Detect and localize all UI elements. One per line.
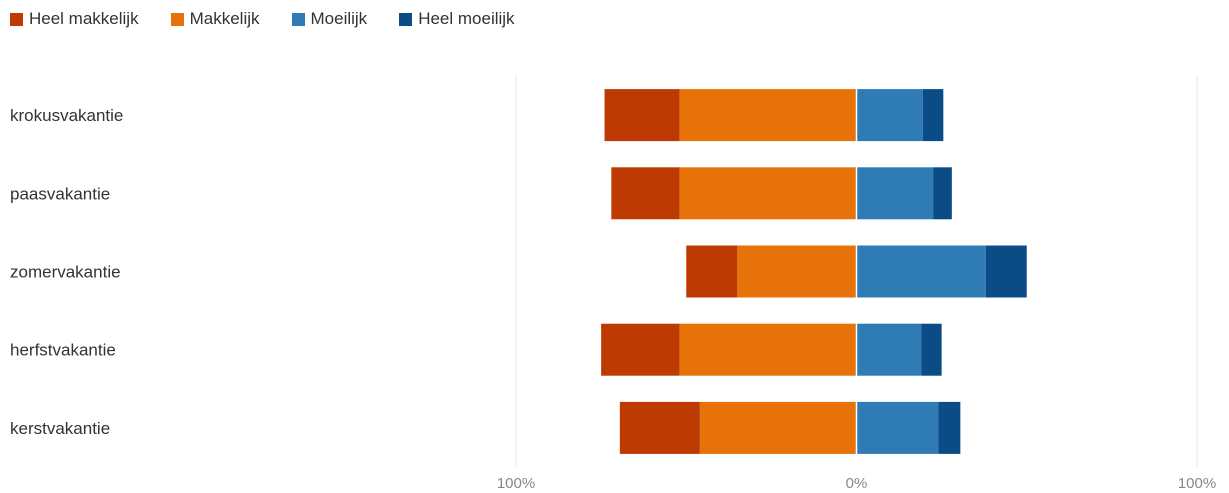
chart-legend: Heel makkelijk Makkelijk Moeilijk Heel moei… [10,8,547,30]
legend-item[interactable]: Heel makkelijk [10,9,139,29]
category-label: kerstvakantie [10,419,110,438]
x-tick-label: 100% [1178,475,1216,492]
bar-segment-heel-moeilijk[interactable] [933,167,952,220]
bar-segment-moeilijk[interactable] [856,245,986,298]
bar-segment-heel-moeilijk[interactable] [985,245,1027,298]
legend-item[interactable]: Makkelijk [170,9,260,29]
legend-label: Moeilijk [310,9,368,28]
bar-segment-heel-makkelijk[interactable] [619,401,700,454]
bar-segment-heel-makkelijk[interactable] [611,167,680,220]
legend-swatch [399,12,413,26]
bar-segment-moeilijk[interactable] [856,323,922,376]
bar-segment-heel-moeilijk[interactable] [938,401,961,454]
category-label: krokusvakantie [10,106,123,125]
bar-segment-moeilijk[interactable] [856,89,923,142]
bar-segment-moeilijk[interactable] [856,167,934,220]
category-label: herfstvakantie [10,341,116,360]
bar-segment-heel-makkelijk[interactable] [604,89,680,142]
bar-segment-moeilijk[interactable] [856,401,939,454]
legend-label: Heel makkelijk [29,9,139,28]
legend-swatch [291,12,305,26]
x-tick-label: 0% [846,475,868,492]
legend-label: Heel moeilijk [418,9,515,28]
bar-segment-makkelijk[interactable] [699,401,857,454]
legend-label: Makkelijk [189,9,260,28]
legend-swatch [170,12,184,26]
bar-segment-makkelijk[interactable] [679,89,857,142]
bar-segment-heel-moeilijk[interactable] [922,89,944,142]
legend-item[interactable]: Heel moeilijk [399,9,515,29]
bar-segment-makkelijk[interactable] [679,323,857,376]
bar-segment-heel-makkelijk[interactable] [601,323,680,376]
category-label: zomervakantie [10,263,121,282]
legend-swatch [10,12,23,26]
bar-segment-heel-moeilijk[interactable] [921,323,942,376]
legend-item[interactable]: Moeilijk [291,9,368,29]
bar-segment-heel-makkelijk[interactable] [686,245,738,298]
category-label: paasvakantie [10,184,110,203]
bar-segment-makkelijk[interactable] [737,245,857,298]
bar-segment-makkelijk[interactable] [679,167,857,220]
x-tick-label: 100% [497,475,535,492]
